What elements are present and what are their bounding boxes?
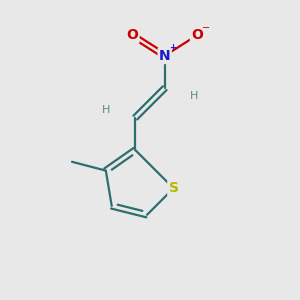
Text: S: S: [169, 181, 178, 195]
Text: −: −: [202, 23, 211, 33]
Text: H: H: [190, 91, 198, 100]
Text: N: N: [159, 49, 170, 63]
Text: O: O: [126, 28, 138, 42]
Text: O: O: [191, 28, 203, 42]
Text: +: +: [169, 43, 176, 52]
Text: H: H: [102, 105, 110, 115]
